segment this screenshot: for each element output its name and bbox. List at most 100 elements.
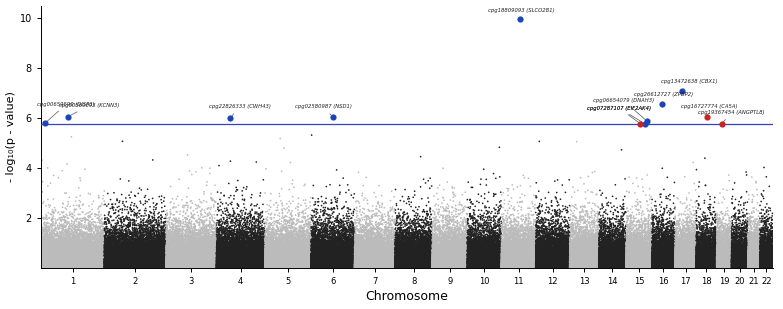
Point bbox=[392, 264, 405, 269]
Point bbox=[255, 257, 268, 262]
Point bbox=[420, 262, 432, 267]
Point bbox=[587, 259, 600, 264]
Point bbox=[464, 266, 477, 271]
Point bbox=[242, 245, 254, 250]
Point bbox=[753, 257, 766, 262]
Point bbox=[342, 247, 355, 252]
Point bbox=[430, 259, 442, 264]
Point bbox=[55, 259, 67, 264]
Point bbox=[749, 261, 761, 266]
Point bbox=[216, 260, 229, 265]
Point bbox=[160, 237, 172, 242]
Point bbox=[622, 240, 635, 245]
Point bbox=[186, 256, 199, 261]
Point bbox=[711, 250, 723, 255]
Point bbox=[208, 256, 221, 261]
Point bbox=[265, 259, 278, 264]
Point bbox=[54, 239, 67, 244]
Point bbox=[207, 262, 220, 267]
Point bbox=[557, 254, 570, 259]
Point bbox=[334, 264, 347, 269]
Point bbox=[573, 231, 586, 235]
Point bbox=[503, 260, 516, 265]
Point bbox=[273, 254, 286, 259]
Point bbox=[230, 260, 243, 265]
Point bbox=[658, 248, 670, 253]
Point bbox=[63, 245, 75, 250]
Point bbox=[662, 256, 674, 261]
Point bbox=[670, 264, 683, 269]
Point bbox=[461, 258, 474, 263]
Point bbox=[49, 264, 62, 269]
Point bbox=[716, 244, 729, 249]
Point bbox=[484, 253, 496, 258]
Point bbox=[319, 264, 332, 269]
Point bbox=[748, 256, 760, 260]
Point bbox=[156, 259, 168, 264]
Point bbox=[236, 242, 249, 247]
Point bbox=[630, 266, 643, 271]
Point bbox=[148, 263, 161, 268]
Point bbox=[369, 265, 381, 270]
Point bbox=[381, 250, 394, 255]
Point bbox=[734, 265, 746, 270]
Point bbox=[474, 261, 487, 266]
Point bbox=[210, 246, 222, 251]
Point bbox=[219, 255, 232, 260]
Point bbox=[572, 259, 584, 264]
Point bbox=[589, 263, 601, 268]
Point bbox=[161, 259, 173, 264]
Point bbox=[454, 240, 467, 245]
Point bbox=[643, 263, 655, 268]
Point bbox=[109, 232, 121, 237]
Point bbox=[222, 225, 235, 230]
Point bbox=[509, 222, 521, 227]
Point bbox=[698, 253, 710, 258]
Point bbox=[148, 232, 161, 237]
Point bbox=[155, 249, 168, 254]
Point bbox=[78, 260, 90, 265]
Point bbox=[456, 258, 469, 263]
Point bbox=[675, 258, 687, 263]
Point bbox=[269, 241, 281, 246]
Point bbox=[87, 257, 99, 262]
Point bbox=[388, 254, 400, 259]
Point bbox=[162, 259, 175, 264]
Point bbox=[642, 266, 655, 271]
Point bbox=[393, 244, 406, 249]
Point bbox=[100, 264, 113, 269]
Point bbox=[546, 256, 558, 261]
Point bbox=[507, 265, 520, 270]
Point bbox=[663, 252, 676, 256]
Point bbox=[629, 243, 641, 248]
Point bbox=[221, 265, 233, 270]
Point bbox=[435, 240, 447, 245]
Point bbox=[617, 260, 630, 265]
Point bbox=[413, 261, 425, 266]
Point bbox=[619, 260, 631, 265]
Point bbox=[240, 256, 252, 261]
Point bbox=[155, 259, 168, 264]
Point bbox=[347, 264, 359, 269]
Point bbox=[631, 253, 644, 258]
Point bbox=[229, 263, 241, 268]
Point bbox=[138, 246, 150, 251]
Point bbox=[265, 260, 278, 265]
Point bbox=[406, 256, 418, 260]
Point bbox=[74, 243, 87, 248]
Point bbox=[327, 210, 340, 215]
Point bbox=[240, 258, 252, 263]
Point bbox=[67, 252, 79, 257]
Point bbox=[99, 239, 111, 243]
Point bbox=[584, 263, 597, 268]
Point bbox=[310, 247, 323, 252]
Point bbox=[686, 250, 698, 255]
Point bbox=[329, 252, 341, 256]
Point bbox=[207, 238, 219, 243]
Point bbox=[118, 254, 131, 259]
Point bbox=[411, 242, 424, 247]
Point bbox=[665, 261, 677, 266]
Point bbox=[134, 266, 146, 271]
Point bbox=[616, 262, 629, 267]
Point bbox=[295, 250, 308, 255]
